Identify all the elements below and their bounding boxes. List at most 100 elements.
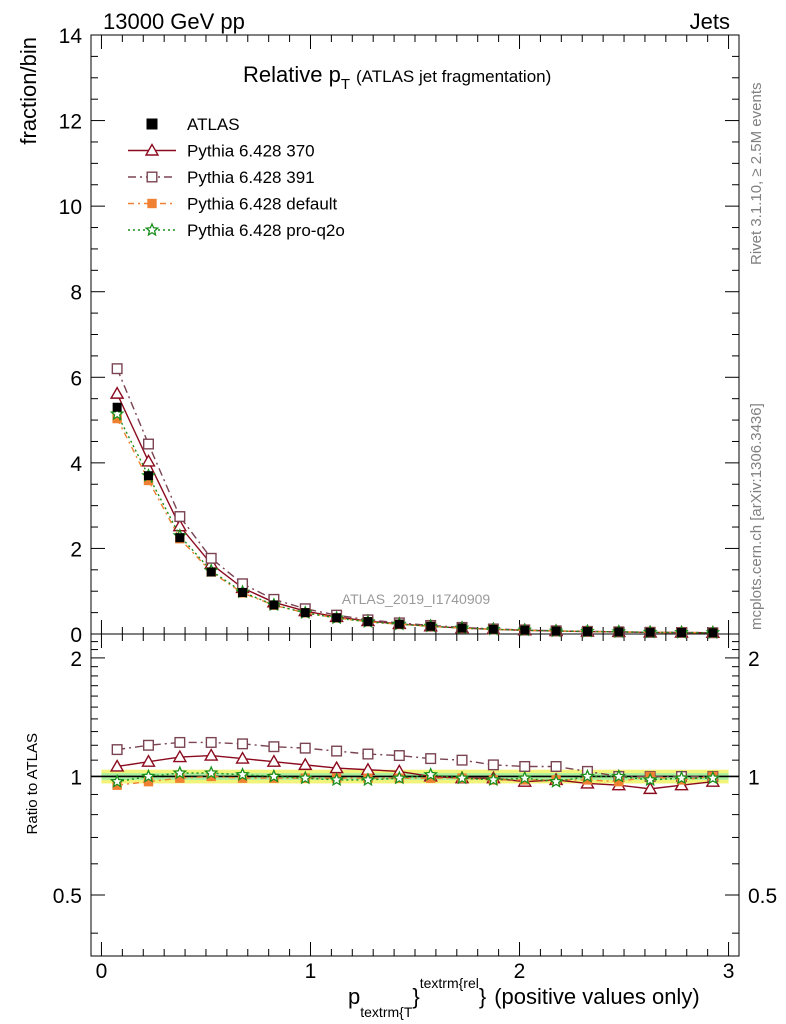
x-axis-label-p: p xyxy=(348,984,360,1009)
series-point-ratio-3 xyxy=(642,772,658,787)
series-point-ratio-3 xyxy=(423,767,438,781)
series-point-ratio-0 xyxy=(141,754,156,767)
data-point xyxy=(426,621,436,631)
ratio-tick-label-left: 2 xyxy=(70,648,82,671)
ratio-tick-label-left: 0.5 xyxy=(53,885,82,908)
series-point-ratio-1 xyxy=(299,742,311,754)
series-point-ratio-3 xyxy=(580,768,595,783)
data-point xyxy=(488,624,498,634)
x-axis-label-sup: textrm{rel xyxy=(420,975,479,991)
side-label-mcplots: mcplots.cern.ch [arXiv:1306.3436] xyxy=(748,403,765,630)
series-point-ratio-3 xyxy=(109,773,125,788)
x-axis-label-rest: (positive values only) xyxy=(494,984,699,1009)
data-point xyxy=(206,567,216,577)
series-point-ratio-3 xyxy=(548,773,564,788)
legend-marker xyxy=(147,198,157,209)
series-point-ratio-1 xyxy=(362,748,374,760)
series-point-ratio-3 xyxy=(705,770,721,785)
series-point-ratio-3 xyxy=(266,768,282,783)
series-line-main-2 xyxy=(116,418,713,634)
legend-label: Pythia 6.428 default xyxy=(187,195,338,214)
chart-title: Relative pT (ATLAS jet fragmentation) xyxy=(243,62,551,93)
series-point-ratio-3 xyxy=(203,765,219,780)
series-line-ratio-2 xyxy=(117,775,713,786)
data-point xyxy=(112,402,122,412)
series-point-ratio-3 xyxy=(674,770,689,785)
series-point-main-1 xyxy=(205,552,217,564)
series-point-ratio-1 xyxy=(487,759,499,771)
series-point-ratio-3 xyxy=(486,772,501,787)
ratio-plot-frame xyxy=(90,633,740,957)
data-point xyxy=(551,626,561,636)
series-point-ratio-0 xyxy=(109,759,125,772)
ratio-tick-label-right: 1 xyxy=(748,766,760,789)
x-axis-label-sub: textrm{T xyxy=(360,1004,413,1020)
series-point-main-1 xyxy=(142,438,154,450)
y-tick-label: 14 xyxy=(59,25,83,48)
main-series-group xyxy=(109,363,721,639)
series-point-ratio-3 xyxy=(517,770,533,785)
data-point xyxy=(645,627,655,637)
legend-label: Pythia 6.428 370 xyxy=(187,142,315,161)
x-tick-label: 3 xyxy=(723,960,735,983)
legend: ATLAS Pythia 6.428 370 Pythia 6.428 391 Pyt… xyxy=(128,115,345,240)
x-axis-label-brace1: } xyxy=(412,984,419,1009)
data-point xyxy=(363,617,373,627)
header-collision-label: 13000 GeV pp xyxy=(103,9,245,34)
data-point xyxy=(300,608,310,618)
series-point-ratio-3 xyxy=(392,770,407,785)
series-point-main-0 xyxy=(141,454,156,467)
data-point xyxy=(238,587,248,597)
series-point-ratio-1 xyxy=(519,760,531,772)
series-point-ratio-3 xyxy=(235,767,250,781)
analysis-watermark: ATLAS_2019_I1740909 xyxy=(342,591,491,607)
series-point-ratio-0 xyxy=(266,754,282,767)
data-point xyxy=(143,471,153,481)
series-point-ratio-0 xyxy=(642,781,658,795)
series-point-ratio-1 xyxy=(456,754,468,766)
legend-label: Pythia 6.428 pro-q2o xyxy=(187,221,345,240)
x-tick-label: 0 xyxy=(96,960,108,983)
y-tick-label: 10 xyxy=(59,196,82,219)
legend-label: Pythia 6.428 391 xyxy=(187,168,315,187)
header-jets-label: Jets xyxy=(690,9,730,34)
series-point-ratio-0 xyxy=(203,748,219,761)
series-point-ratio-3 xyxy=(172,765,188,780)
ratio-tick-label-left: 1 xyxy=(70,766,82,789)
x-tick-label: 2 xyxy=(514,960,526,983)
series-point-ratio-3 xyxy=(454,770,470,785)
series-point-ratio-3 xyxy=(141,768,156,783)
x-tick-label: 1 xyxy=(305,960,317,983)
data-point xyxy=(269,600,279,610)
legend-marker xyxy=(144,222,160,237)
series-point-ratio-0 xyxy=(235,751,250,764)
series-point-ratio-1 xyxy=(425,753,437,765)
series-point-main-1 xyxy=(111,363,123,375)
series-point-ratio-1 xyxy=(550,760,562,772)
data-point xyxy=(332,613,342,623)
series-point-ratio-0 xyxy=(298,757,313,771)
series-point-main-1 xyxy=(174,511,186,523)
series-point-ratio-1 xyxy=(174,736,186,748)
chart-title-sub: T xyxy=(341,76,350,93)
data-point xyxy=(457,623,467,633)
y-tick-label: 6 xyxy=(70,367,82,390)
legend-marker xyxy=(144,143,160,156)
y-tick-label: 8 xyxy=(70,282,82,305)
y-tick-label: 0 xyxy=(70,624,82,647)
series-point-ratio-1 xyxy=(111,744,123,756)
series-line-main-3 xyxy=(116,413,713,634)
data-point xyxy=(677,628,687,638)
series-line-ratio-0 xyxy=(117,754,713,790)
x-axis-label: ptextrm{T}textrm{rel} (positive values on… xyxy=(348,975,700,1020)
series-point-ratio-1 xyxy=(237,738,249,750)
series-point-ratio-3 xyxy=(611,768,627,783)
series-point-ratio-1 xyxy=(268,741,280,753)
x-axis-label-brace2: } xyxy=(479,984,486,1009)
y-axis-label: fraction/bin xyxy=(16,37,41,145)
data-point xyxy=(394,619,404,629)
ratio-y-axis-label: Ratio to ATLAS xyxy=(24,733,41,834)
ratio-tick-label-right: 2 xyxy=(748,648,760,671)
series-point-ratio-3 xyxy=(360,772,376,787)
